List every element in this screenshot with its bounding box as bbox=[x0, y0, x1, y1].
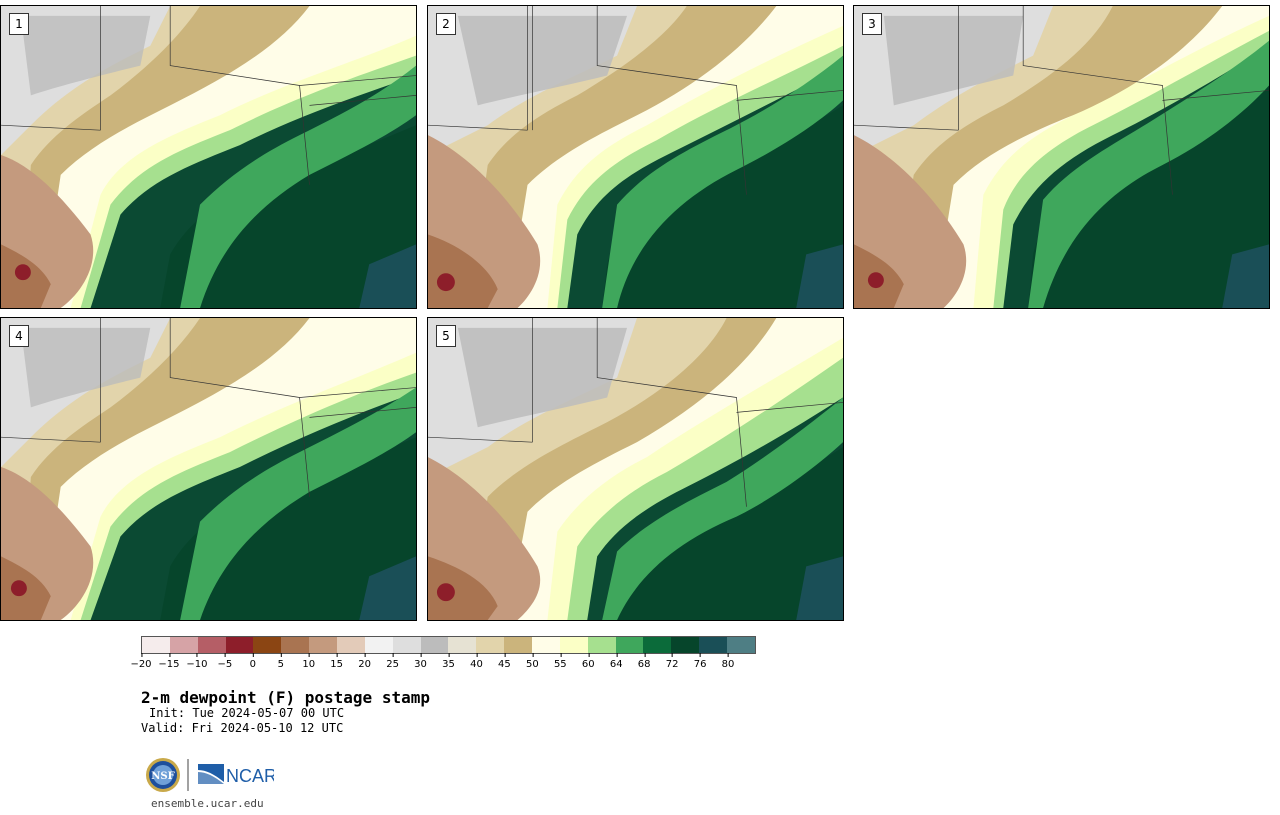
colorbar-swatch bbox=[504, 637, 533, 653]
map-panel-3: 3 bbox=[853, 5, 1270, 309]
colorbar-swatch bbox=[476, 637, 505, 653]
colorbar-tick-label: −5 bbox=[217, 653, 232, 670]
footer-url[interactable]: ensemble.ucar.edu bbox=[151, 797, 264, 810]
colorbar-tick-label: 50 bbox=[526, 653, 539, 670]
colorbar-tick-label: 30 bbox=[414, 653, 427, 670]
dewpoint-map-2 bbox=[428, 6, 843, 308]
map-panel-4: 4 bbox=[0, 317, 417, 621]
chart-title: 2-m dewpoint (F) postage stamp bbox=[141, 688, 430, 707]
colorbar-tick-label: 25 bbox=[386, 653, 399, 670]
colorbar-tick-label: −15 bbox=[158, 653, 180, 670]
colorbar-tick-label: 0 bbox=[250, 653, 256, 670]
colorbar-tick-label: −10 bbox=[186, 653, 207, 670]
colorbar-tick-label: 60 bbox=[582, 653, 595, 670]
panel-number-label: 4 bbox=[9, 325, 29, 347]
colorbar-tick-label: 15 bbox=[330, 653, 343, 670]
colorbar-swatch bbox=[392, 637, 421, 653]
colorbar-swatch bbox=[420, 637, 449, 653]
colorbar-swatch bbox=[364, 637, 393, 653]
colorbar-tick-label: 55 bbox=[554, 653, 567, 670]
colorbar-swatch bbox=[142, 637, 170, 653]
map-panel-2: 2 bbox=[427, 5, 844, 309]
ncar-logo-text: NCAR bbox=[226, 766, 274, 786]
colorbar-swatch bbox=[309, 637, 338, 653]
colorbar-swatch bbox=[532, 637, 560, 653]
colorbar-swatch bbox=[253, 637, 282, 653]
map-panel-1: 1 bbox=[0, 5, 417, 309]
colorbar-swatch bbox=[699, 637, 728, 653]
dewpoint-map-5 bbox=[428, 318, 843, 620]
colorbar-ticks: −20 −15 −10 −5 0 5 10 15 20 25 30 35 40 45 50 55 60 64 68 7… bbox=[130, 653, 756, 674]
dewpoint-colorbar bbox=[141, 636, 756, 654]
dewpoint-map-1 bbox=[1, 6, 416, 308]
colorbar-swatch bbox=[281, 637, 310, 653]
colorbar-swatch bbox=[643, 637, 672, 653]
valid-time: Valid: Fri 2024-05-10 12 UTC bbox=[141, 721, 344, 735]
colorbar-swatch bbox=[197, 637, 226, 653]
ncar-logo-icon: NCAR bbox=[198, 764, 277, 786]
colorbar-tick-label: 72 bbox=[666, 653, 678, 670]
colorbar-swatch bbox=[587, 637, 616, 653]
nsf-logo-icon: NSF bbox=[146, 758, 180, 792]
colorbar-tick-label: −20 bbox=[130, 653, 152, 670]
colorbar-tick-label: 5 bbox=[278, 653, 284, 670]
dewpoint-map-4 bbox=[1, 318, 416, 620]
panel-number-label: 5 bbox=[436, 325, 456, 347]
colorbar-swatch bbox=[448, 637, 477, 653]
dewpoint-map-3 bbox=[854, 6, 1269, 308]
init-time: Init: Tue 2024-05-07 00 UTC bbox=[149, 706, 345, 720]
colorbar-swatch bbox=[559, 637, 588, 653]
panel-number-label: 3 bbox=[862, 13, 882, 35]
colorbar-tick-label: 35 bbox=[442, 653, 455, 670]
colorbar-swatch bbox=[337, 637, 365, 653]
colorbar-swatch bbox=[615, 637, 644, 653]
colorbar-swatch bbox=[225, 637, 254, 653]
colorbar-tick-label: 64 bbox=[610, 653, 623, 670]
panel-number-label: 1 bbox=[9, 13, 29, 35]
colorbar-swatch bbox=[671, 637, 700, 653]
colorbar-tick-label: 45 bbox=[498, 653, 511, 670]
colorbar-tick-label: 40 bbox=[470, 653, 483, 670]
colorbar-swatch bbox=[169, 637, 198, 653]
colorbar-swatch bbox=[727, 637, 755, 653]
nsf-ncar-logo: NSF NCAR bbox=[146, 758, 277, 792]
colorbar-tick-label: 68 bbox=[638, 653, 651, 670]
nsf-logo-text: NSF bbox=[151, 771, 174, 782]
colorbar-tick-label: 20 bbox=[358, 653, 371, 670]
footer-logos: NSF NCAR bbox=[144, 756, 277, 794]
map-panel-5: 5 bbox=[427, 317, 844, 621]
colorbar-tick-label: 10 bbox=[302, 653, 315, 670]
colorbar-tick-label: 80 bbox=[722, 653, 734, 670]
panel-number-label: 2 bbox=[436, 13, 456, 35]
colorbar-tick-label: 76 bbox=[694, 653, 706, 670]
